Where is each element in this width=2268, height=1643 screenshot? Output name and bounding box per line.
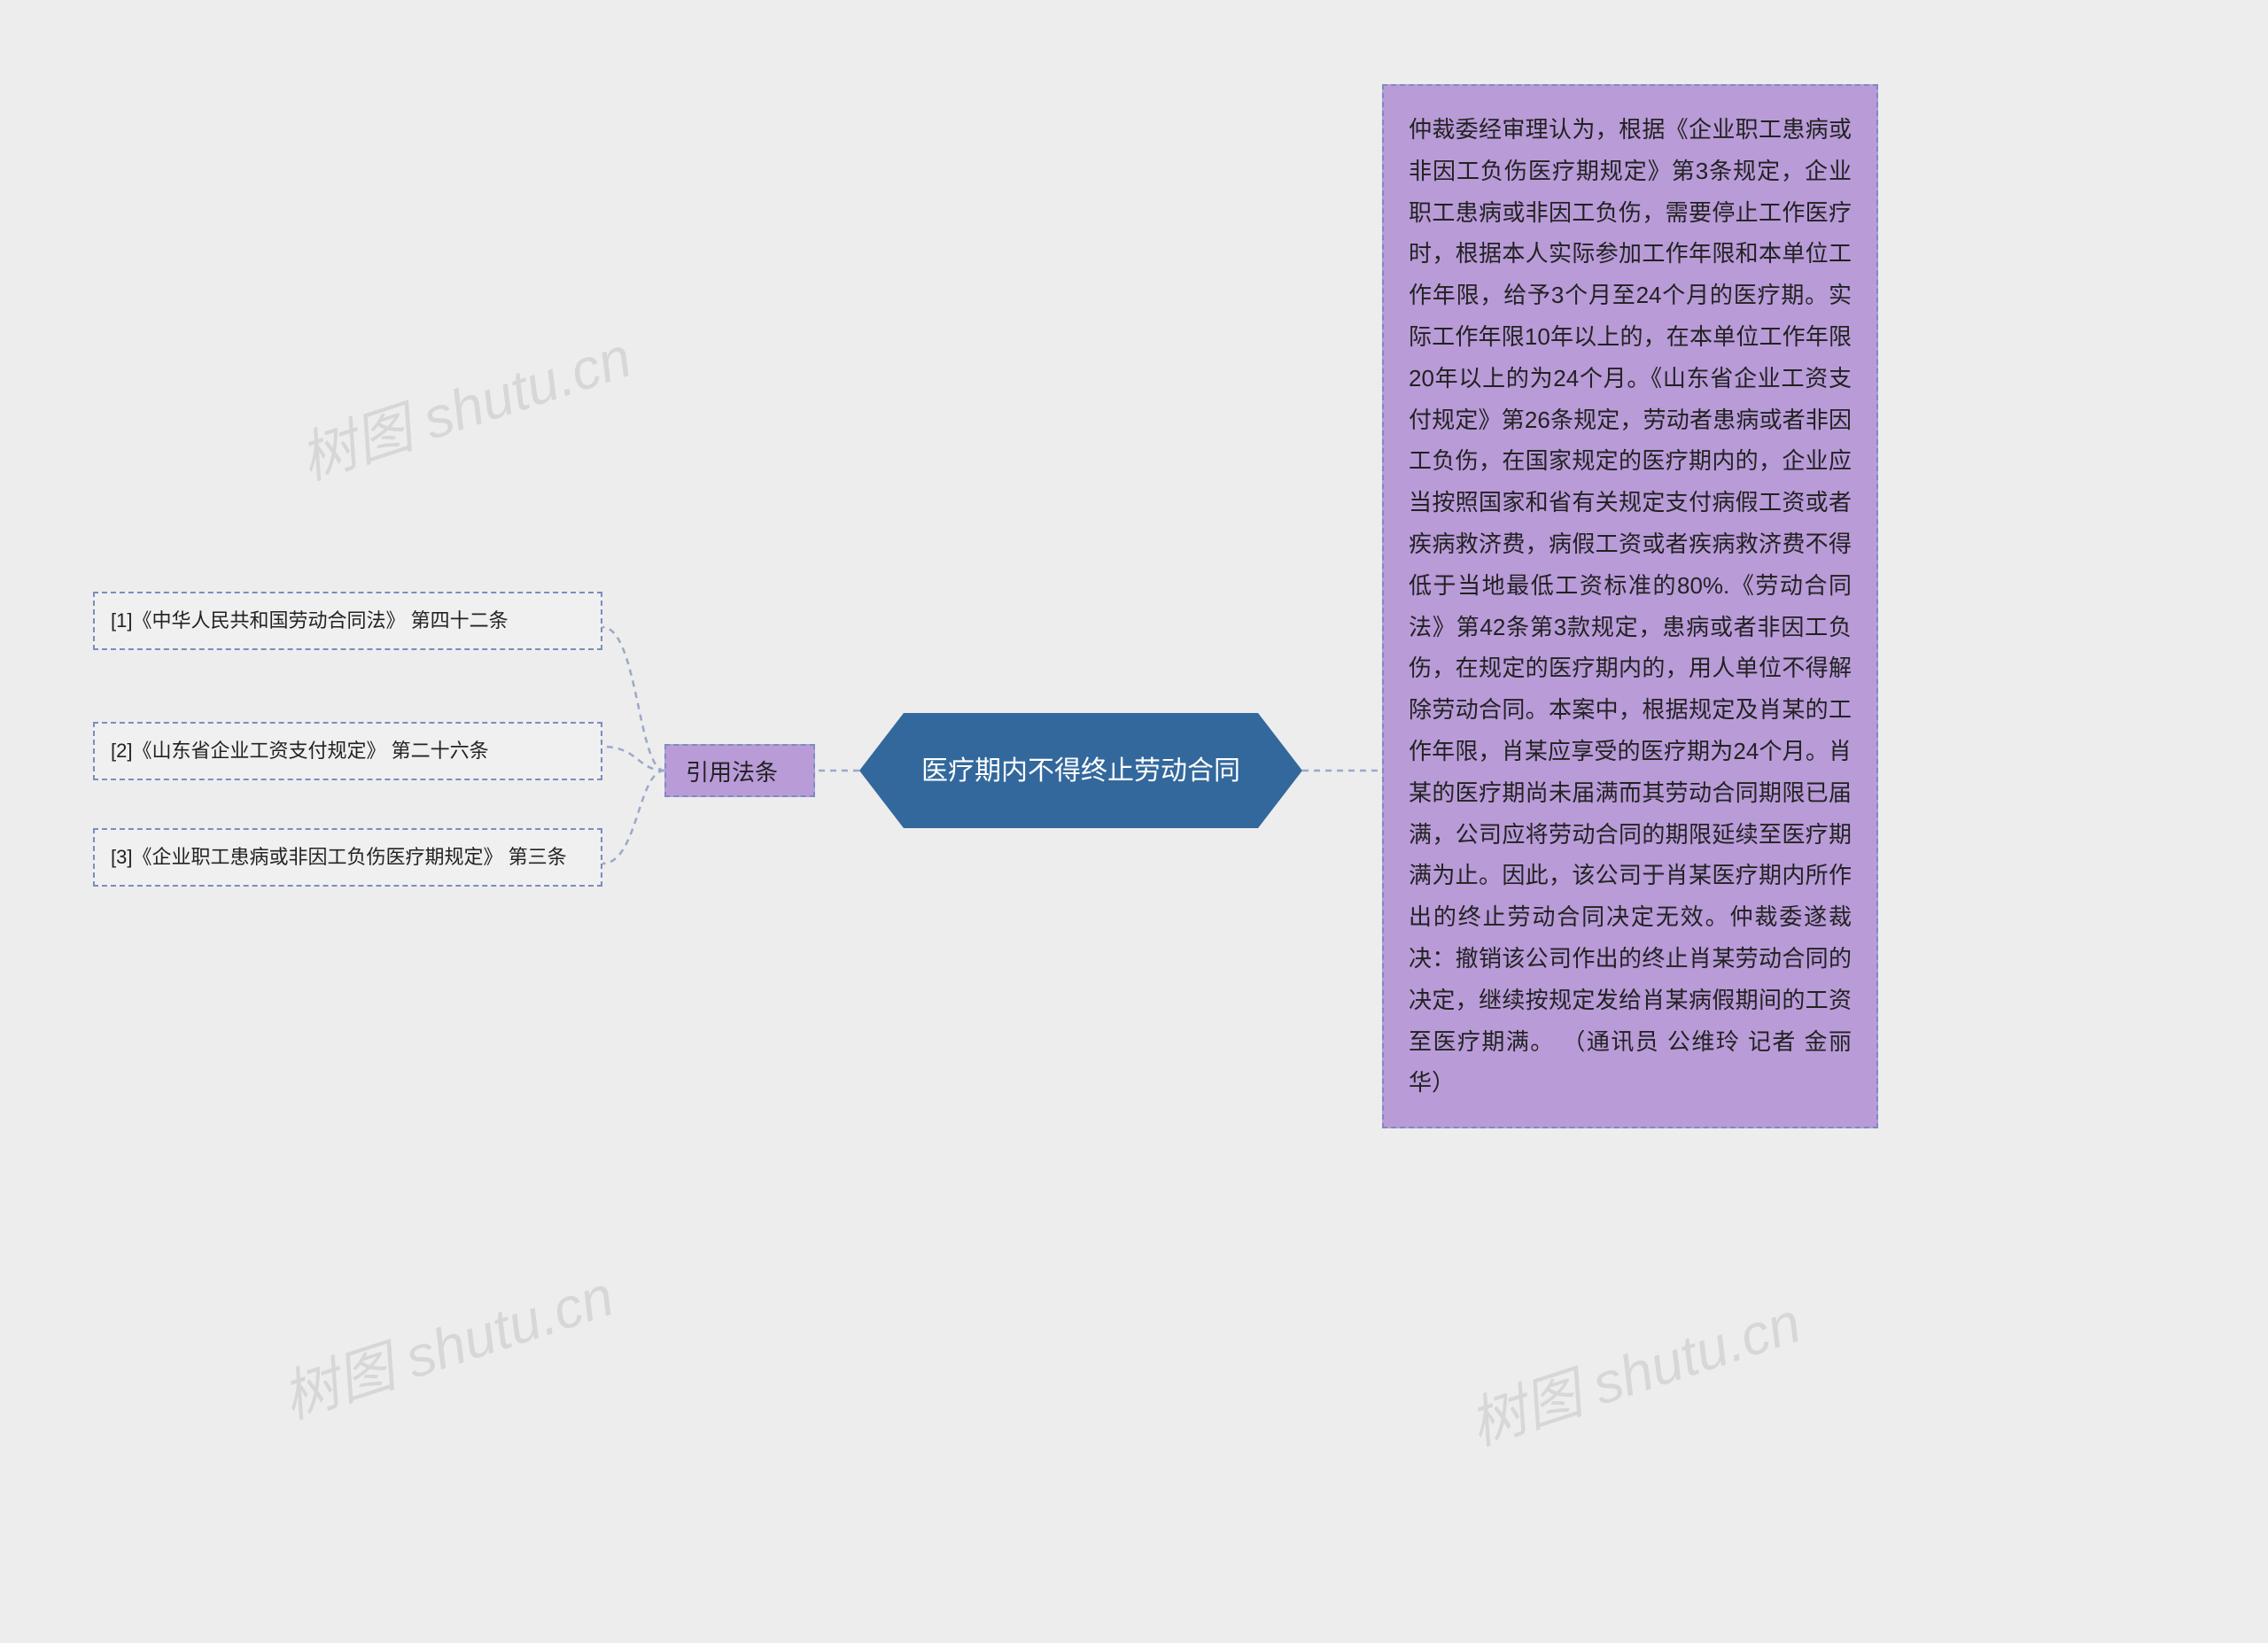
root-node[interactable]: 医疗期内不得终止劳动合同 [859, 713, 1302, 828]
cite-node[interactable]: 引用法条 [664, 744, 815, 797]
watermark: 树图 shutu.cn [288, 312, 640, 495]
mindmap-canvas: 树图 shutu.cn 树图 shutu.cn 树图 shutu.cn 树图 s… [0, 0, 2268, 1643]
edge-cite-leaf2 [602, 747, 664, 771]
watermark: 树图 shutu.cn [1457, 1277, 1809, 1461]
leaf-law-1[interactable]: [1]《中华人民共和国劳动合同法》 第四十二条 [93, 592, 602, 650]
leaf-law-3[interactable]: [3]《企业职工患病或非因工负伤医疗期规定》 第三条 [93, 828, 602, 887]
edge-cite-leaf1 [602, 627, 664, 771]
watermark: 树图 shutu.cn [270, 1251, 622, 1434]
edge-cite-leaf3 [602, 771, 664, 864]
ruling-text-node[interactable]: 仲裁委经审理认为，根据《企业职工患病或非因工负伤医疗期规定》第3条规定，企业职工… [1382, 84, 1878, 1128]
leaf-law-2[interactable]: [2]《山东省企业工资支付规定》 第二十六条 [93, 722, 602, 780]
